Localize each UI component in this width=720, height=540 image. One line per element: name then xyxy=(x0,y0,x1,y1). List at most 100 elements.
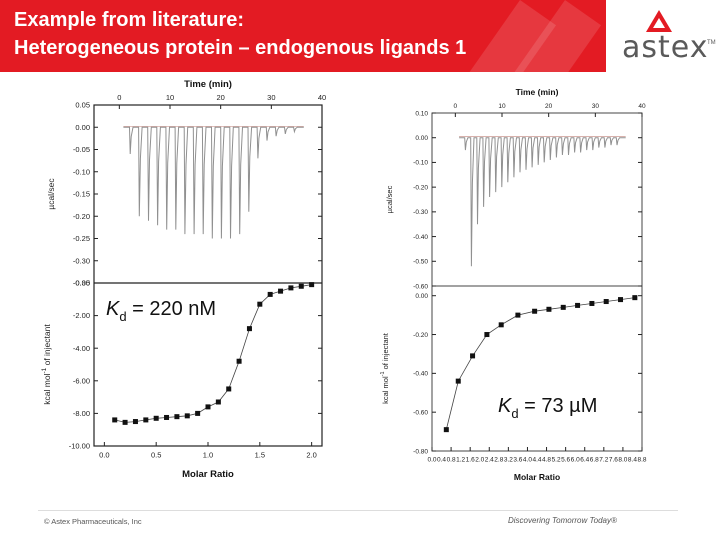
data-point xyxy=(298,283,304,289)
logo-text: astex xyxy=(622,30,709,65)
x-tick-label: 2.4 xyxy=(485,457,494,464)
x-tick-label: 0.4 xyxy=(437,457,446,464)
y-tick-label: -0.10 xyxy=(413,160,428,167)
enthalpy-axis-label: kcal mol-1 of injectant xyxy=(380,332,390,404)
data-point xyxy=(257,301,263,307)
data-point xyxy=(226,386,232,392)
kd-subscript: d xyxy=(511,406,518,421)
y-tick-label: -0.20 xyxy=(73,212,90,221)
enthalpy-label-sup: -1 xyxy=(380,371,386,376)
x-tick-label: 6.4 xyxy=(580,457,589,464)
y-tick-label: 0.10 xyxy=(415,110,428,117)
data-point xyxy=(132,419,138,425)
x-tick-label: 40 xyxy=(318,93,326,102)
x-tick-label: 7.6 xyxy=(609,457,618,464)
kd-annotation: Kd = 220 nM xyxy=(106,298,216,324)
y-tick-label: -0.40 xyxy=(413,371,428,378)
y-tick-label: -0.05 xyxy=(73,145,90,154)
kd-symbol: K xyxy=(498,395,513,417)
power-axis-label: µcal/sec xyxy=(385,185,394,213)
footer-copyright: © Astex Pharmaceuticals, Inc xyxy=(44,517,142,526)
x-tick-label: 1.0 xyxy=(203,451,213,460)
data-point xyxy=(278,288,284,294)
kd-symbol: K xyxy=(106,298,121,320)
y-tick-label: -0.60 xyxy=(413,409,428,416)
y-tick-label: 0.00 xyxy=(415,135,428,142)
data-point xyxy=(455,378,461,384)
slide-header: Example from literature: Heterogeneous p… xyxy=(0,0,720,72)
enthalpy-axis-label: kcal mol-1 of injectant xyxy=(41,324,52,405)
y-tick-label: -0.35 xyxy=(73,279,90,288)
kd-value: = 73 µM xyxy=(519,395,598,417)
x-tick-label: 4.0 xyxy=(523,457,532,464)
y-tick-label: -0.10 xyxy=(73,167,90,176)
x-tick-label: 10 xyxy=(498,103,506,110)
y-tick-label: -4.00 xyxy=(73,344,90,353)
astex-logo-icon xyxy=(646,10,672,32)
title-line-1: Example from literature: xyxy=(14,9,245,31)
x-tick-label: 5.2 xyxy=(552,457,561,464)
kd-annotation: Kd = 73 µM xyxy=(498,395,597,421)
x-tick-label: 8.8 xyxy=(637,457,646,464)
x-tick-label: 0.5 xyxy=(151,451,161,460)
data-point xyxy=(112,417,118,423)
x-tick-label: 3.2 xyxy=(504,457,513,464)
x-tick-label: 40 xyxy=(638,103,646,110)
y-tick-label: -0.20 xyxy=(413,332,428,339)
right-figure-frame xyxy=(431,112,643,452)
data-point xyxy=(153,415,159,421)
time-axis-title: Time (min) xyxy=(516,87,559,97)
x-tick-label: 10 xyxy=(166,93,174,102)
y-tick-label: -0.40 xyxy=(413,234,428,241)
data-point xyxy=(215,399,221,405)
x-tick-label: 3.6 xyxy=(513,457,522,464)
x-tick-label: 2.8 xyxy=(494,457,503,464)
data-point xyxy=(603,299,609,305)
x-tick-label: 7.2 xyxy=(599,457,608,464)
data-point xyxy=(560,304,566,310)
data-point xyxy=(309,282,315,288)
raw-heat-trace xyxy=(459,137,626,267)
enthalpy-label-main: kcal mol xyxy=(42,373,52,404)
data-point xyxy=(632,295,638,301)
x-tick-label: 8.0 xyxy=(618,457,627,464)
data-point xyxy=(618,297,624,303)
left-figure-frame xyxy=(93,104,323,447)
y-tick-label: -0.80 xyxy=(413,448,428,455)
x-tick-label: 5.6 xyxy=(561,457,570,464)
y-tick-label: 0.00 xyxy=(415,293,428,300)
kd-subscript: d xyxy=(119,309,126,324)
y-tick-label: -10.00 xyxy=(69,442,90,451)
x-tick-label: 2.0 xyxy=(475,457,484,464)
slide-title: Example from literature: Heterogeneous p… xyxy=(14,6,466,62)
logo-trademark: TM xyxy=(707,40,716,46)
molar-ratio-axis-title: Molar Ratio xyxy=(514,472,560,482)
y-tick-label: -0.30 xyxy=(73,256,90,265)
x-tick-label: 30 xyxy=(267,93,275,102)
footer-tagline: Discovering Tomorrow Today® xyxy=(508,516,617,525)
data-point xyxy=(267,291,273,297)
data-point xyxy=(195,410,201,416)
data-point xyxy=(515,312,521,318)
enthalpy-label-rest: of injectant xyxy=(381,332,390,371)
y-tick-label: -6.00 xyxy=(73,376,90,385)
data-point xyxy=(164,414,170,420)
data-point xyxy=(236,358,242,364)
x-tick-label: 20 xyxy=(545,103,553,110)
data-point xyxy=(589,300,595,306)
x-tick-label: 0.8 xyxy=(447,457,456,464)
y-tick-label: -0.60 xyxy=(413,283,428,290)
footer-divider xyxy=(38,510,678,511)
x-tick-label: 8.4 xyxy=(628,457,637,464)
data-point xyxy=(143,417,149,423)
x-tick-label: 1.6 xyxy=(466,457,475,464)
x-tick-label: 6.0 xyxy=(571,457,580,464)
x-tick-label: 0.0 xyxy=(427,457,436,464)
power-axis-label: µcal/sec xyxy=(46,178,56,210)
data-point xyxy=(246,326,252,332)
title-line-2: Heterogeneous protein – endogenous ligan… xyxy=(14,37,467,59)
time-axis-title: Time (min) xyxy=(184,79,232,90)
enthalpy-label-main: kcal mol xyxy=(381,376,390,404)
data-point xyxy=(443,427,449,433)
